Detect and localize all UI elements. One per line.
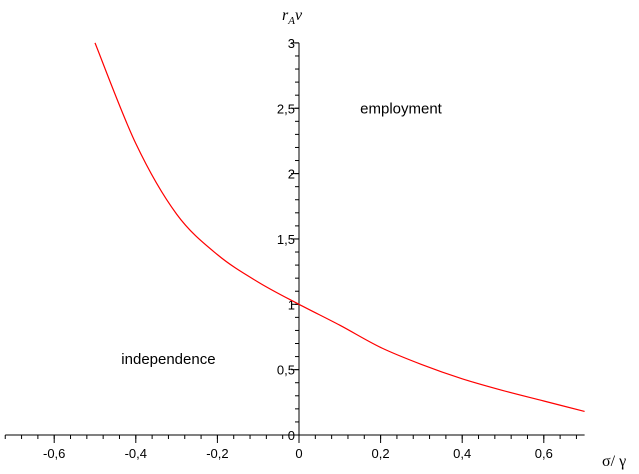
y-axis-title-tail: v [295,7,303,24]
x-axis-title: σ/ γ [602,453,626,470]
x-tick-label: 0,4 [453,446,471,461]
x-tick-label: 0,6 [535,446,553,461]
series [94,42,585,413]
y-axis-title: rAv [282,7,303,27]
x-tick-label: 0 [295,446,302,461]
series-line [94,42,585,413]
y-tick-label: 2 [288,167,295,182]
tick-labels: -0,6 -0,4 -0,2 0 0,2 0,4 0,6 0 0,5 1 1,5 2 2,5 3 [43,36,553,461]
y-tick-label: 2,5 [277,101,295,116]
ticks [4,42,577,443]
x-tick-label: -0,4 [125,446,147,461]
x-tick-label: 0,2 [372,446,390,461]
x-tick-label: -0,2 [206,446,228,461]
y-tick-label: 0,5 [277,363,295,378]
y-tick-label: 1 [288,297,295,312]
x-tick-label: -0,6 [43,446,65,461]
region-label: independence [121,351,215,368]
region-label: employment [360,100,443,117]
y-tick-label: 0 [288,428,295,443]
annotations: employment independence [121,100,442,368]
y-tick-label: 1,5 [277,232,295,247]
y-axis-title-sub: A [287,15,295,27]
y-axis-title-base: r [282,7,289,24]
y-tick-label: 3 [288,36,295,51]
